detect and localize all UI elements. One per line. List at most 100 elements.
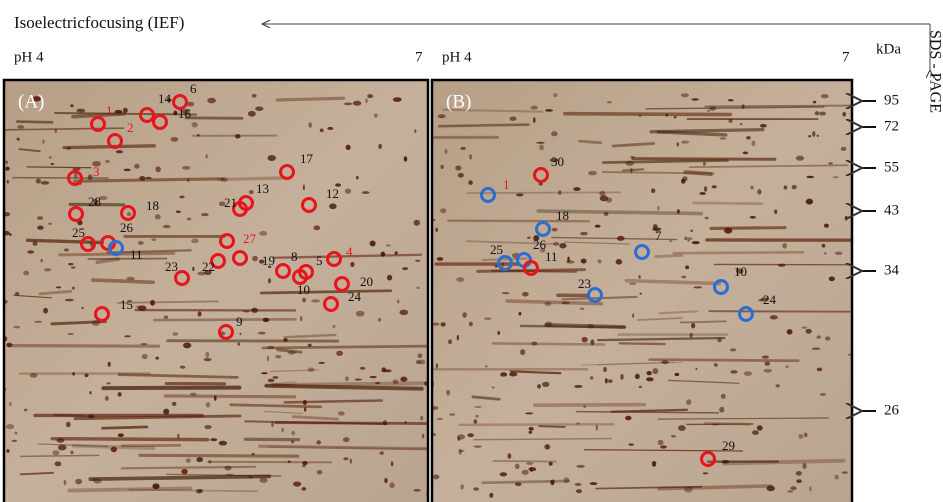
gel-spot (695, 367, 698, 371)
gel-spot (399, 309, 409, 316)
spot-label: 29 (722, 438, 735, 453)
gel-streak (581, 361, 675, 366)
gel-spot (104, 395, 109, 401)
gel-spot (64, 298, 74, 302)
gel-spot (385, 244, 391, 247)
gel-spot (152, 483, 160, 490)
gel-streak (53, 413, 87, 418)
gel-spot (349, 458, 352, 464)
gel-spot (590, 339, 595, 346)
gel-spot (183, 342, 192, 349)
gel-spot (271, 421, 274, 428)
gel-spot (418, 359, 426, 365)
gel-spot (638, 274, 641, 279)
gel-spot (435, 227, 438, 232)
gel-spot (258, 331, 266, 335)
gel-streak (50, 436, 210, 442)
gel-streak (18, 148, 41, 153)
spot-label: 5 (316, 253, 323, 268)
gel-spot (36, 216, 44, 220)
gel-spot (316, 469, 323, 475)
spot-circle (738, 306, 754, 322)
gel-spot (396, 299, 400, 304)
gel-spot (5, 424, 15, 430)
gel-spot (259, 477, 268, 483)
gel-spot (35, 178, 41, 184)
gel-background (432, 80, 852, 502)
gel-streak (602, 159, 729, 164)
gel-spot (691, 241, 700, 245)
gel-spot (16, 137, 20, 141)
gel-spot (711, 423, 720, 426)
gel-spot (521, 469, 529, 475)
gel-spot (293, 481, 302, 487)
gel-spot (750, 185, 754, 190)
gel-spot (386, 274, 393, 281)
gel-spot (248, 189, 254, 195)
gel-spot (259, 231, 268, 236)
gel-spot (821, 243, 826, 248)
gel-spot (81, 306, 84, 310)
gel-spot (766, 485, 775, 492)
gel-spot (589, 482, 598, 486)
gel-spot (671, 435, 676, 438)
gel-spot (773, 209, 778, 215)
gel-spot (814, 111, 820, 116)
gel-streak (645, 106, 825, 110)
gel-spot (302, 400, 307, 406)
gel-streak (621, 168, 645, 172)
gel-streak (649, 128, 765, 134)
gel-spot (204, 270, 212, 276)
gel-spot (210, 438, 218, 442)
spot-label: 16 (178, 106, 192, 121)
spot-label: 11 (130, 247, 143, 262)
spot-circle (172, 94, 188, 110)
gel-spot (173, 110, 178, 116)
marker-label: 95 (884, 92, 899, 108)
gel-spot (625, 160, 634, 167)
gel-spot (400, 376, 408, 382)
panel-frame (2, 78, 430, 502)
gel-spot (533, 235, 540, 242)
gel-streak (73, 177, 225, 183)
gel-spot (816, 134, 819, 137)
gel-image (4, 80, 428, 502)
gel-streak (481, 479, 571, 485)
gel-spot (107, 361, 111, 367)
gel-spot (117, 433, 124, 438)
gel-spot (457, 172, 464, 178)
gel-spot (122, 107, 128, 113)
gel-streak (19, 471, 54, 476)
gel-spot (13, 325, 21, 329)
marker-label: 26 (884, 402, 900, 418)
gel-spot (551, 131, 558, 137)
gel-spot (327, 126, 334, 130)
gel-spot (32, 96, 41, 102)
spot-label: 26 (533, 237, 547, 252)
gel-spot (681, 93, 689, 98)
gel-spot (4, 212, 11, 217)
gel-streak (276, 348, 303, 354)
gel-spot (23, 408, 28, 412)
gel-spot (507, 453, 512, 459)
gel-spot (205, 402, 211, 408)
gel-spot (630, 167, 633, 174)
gel-streak (62, 144, 156, 150)
gel-spot (742, 151, 749, 155)
gel-spot (93, 201, 98, 206)
gel-spot (691, 322, 696, 329)
gel-spot (302, 460, 308, 466)
gel-spot (760, 297, 770, 302)
gel-spot (474, 405, 482, 408)
gel-streak (272, 253, 423, 259)
gel-spot (56, 438, 65, 443)
gel-spot (354, 378, 362, 381)
gel-spot (110, 446, 118, 453)
gel-spot (417, 353, 423, 358)
gel-spot (402, 267, 409, 271)
gel-spot (616, 235, 625, 241)
gel-spot (684, 486, 693, 493)
gel-spot (491, 386, 495, 389)
spot-circle (533, 167, 549, 183)
gel-spot (775, 384, 780, 388)
